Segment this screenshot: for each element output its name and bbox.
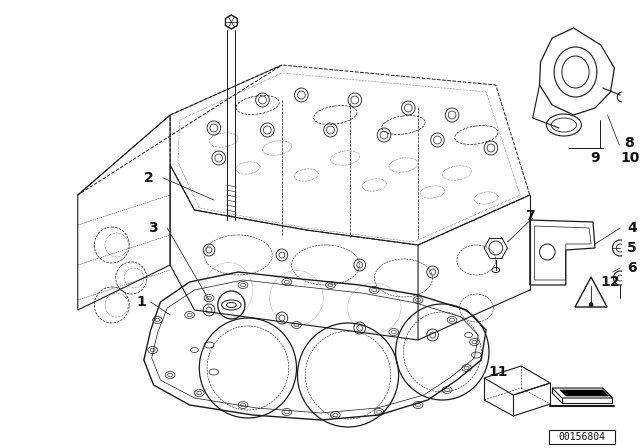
Text: 4: 4 (627, 221, 637, 235)
Text: 9: 9 (590, 151, 600, 165)
Text: 00156804: 00156804 (559, 432, 606, 442)
Text: 2: 2 (144, 171, 154, 185)
Text: 3: 3 (148, 221, 157, 235)
Text: 11: 11 (488, 365, 508, 379)
Text: 1: 1 (136, 295, 146, 309)
Circle shape (589, 302, 593, 306)
Text: 12: 12 (601, 275, 620, 289)
Text: 10: 10 (620, 151, 639, 165)
Text: 6: 6 (627, 261, 637, 275)
Text: 7: 7 (525, 209, 534, 223)
Bar (549, 430, 616, 444)
Text: 5: 5 (627, 241, 637, 255)
Text: 8: 8 (624, 136, 634, 150)
Polygon shape (560, 390, 609, 396)
